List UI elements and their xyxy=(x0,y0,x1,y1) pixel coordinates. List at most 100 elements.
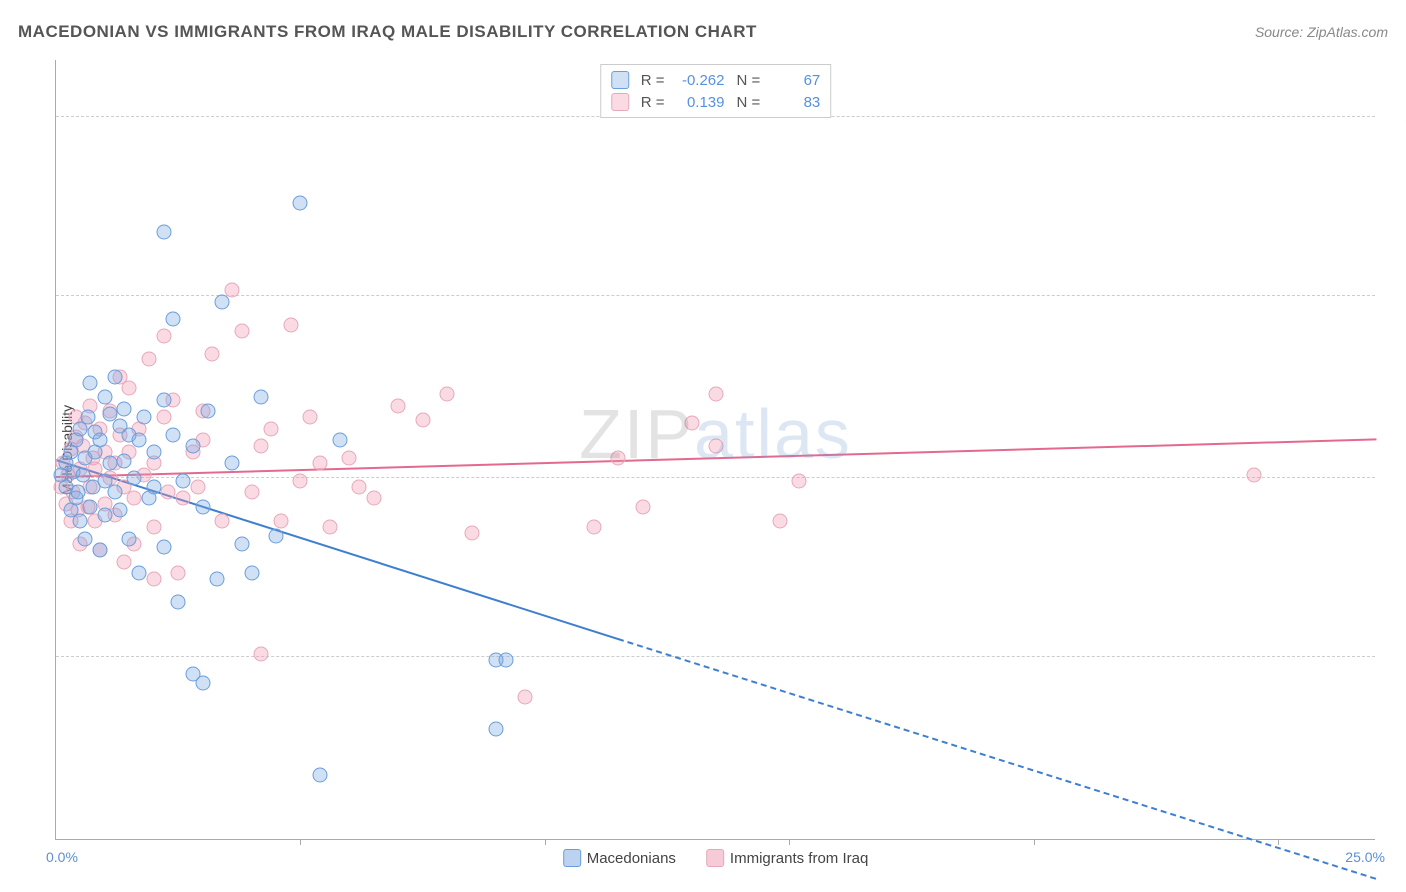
data-point xyxy=(117,554,132,569)
data-point xyxy=(161,485,176,500)
data-point xyxy=(322,520,337,535)
r-value-0: -0.262 xyxy=(673,72,725,89)
data-point xyxy=(792,473,807,488)
x-tick-label-min: 0.0% xyxy=(46,849,78,865)
data-point xyxy=(97,390,112,405)
data-point xyxy=(611,450,626,465)
trend-line xyxy=(56,459,619,640)
swatch-series-0 xyxy=(611,71,629,89)
data-point xyxy=(244,566,259,581)
data-point xyxy=(156,540,171,555)
correlation-legend: R = -0.262 N = 67 R = 0.139 N = 83 xyxy=(600,64,832,118)
data-point xyxy=(200,404,215,419)
r-value-1: 0.139 xyxy=(673,94,725,111)
data-point xyxy=(440,387,455,402)
data-point xyxy=(342,450,357,465)
data-point xyxy=(205,346,220,361)
data-point xyxy=(156,392,171,407)
data-point xyxy=(107,369,122,384)
watermark-atlas: atlas xyxy=(694,395,852,473)
data-point xyxy=(107,485,122,500)
data-point xyxy=(464,525,479,540)
data-point xyxy=(254,439,269,454)
x-tick xyxy=(1278,839,1279,845)
data-point xyxy=(171,595,186,610)
data-point xyxy=(83,499,98,514)
data-point xyxy=(709,439,724,454)
data-point xyxy=(97,508,112,523)
swatch-bottom-1 xyxy=(706,849,724,867)
data-point xyxy=(264,421,279,436)
x-tick-label-max: 25.0% xyxy=(1345,849,1385,865)
data-point xyxy=(93,543,108,558)
data-point xyxy=(415,413,430,428)
data-point xyxy=(254,390,269,405)
data-point xyxy=(156,225,171,240)
series-legend: Macedonians Immigrants from Iraq xyxy=(563,849,869,867)
data-point xyxy=(254,647,269,662)
data-point xyxy=(391,398,406,413)
scatter-plot: ZIPatlas R = -0.262 N = 67 R = 0.139 N =… xyxy=(55,60,1375,840)
data-point xyxy=(80,410,95,425)
r-label: R = xyxy=(641,94,665,111)
data-point xyxy=(1246,468,1261,483)
data-point xyxy=(234,323,249,338)
data-point xyxy=(684,416,699,431)
y-tick-label: 6.3% xyxy=(1385,649,1406,665)
legend-label-0: Macedonians xyxy=(587,850,676,867)
data-point xyxy=(102,456,117,471)
legend-item-1: Immigrants from Iraq xyxy=(706,849,868,867)
data-point xyxy=(244,485,259,500)
data-point xyxy=(166,312,181,327)
data-point xyxy=(498,652,513,667)
data-point xyxy=(171,566,186,581)
data-point xyxy=(293,196,308,211)
y-tick-label: 12.5% xyxy=(1385,470,1406,486)
data-point xyxy=(586,520,601,535)
data-point xyxy=(332,433,347,448)
data-point xyxy=(176,491,191,506)
data-point xyxy=(122,531,137,546)
x-tick xyxy=(1034,839,1035,845)
data-point xyxy=(73,514,88,529)
data-point xyxy=(215,514,230,529)
data-point xyxy=(190,479,205,494)
data-point xyxy=(146,479,161,494)
n-label: N = xyxy=(737,94,761,111)
legend-item-0: Macedonians xyxy=(563,849,676,867)
x-tick xyxy=(300,839,301,845)
n-label: N = xyxy=(737,72,761,89)
data-point xyxy=(269,528,284,543)
data-point xyxy=(156,410,171,425)
data-point xyxy=(71,485,86,500)
data-point xyxy=(210,572,225,587)
data-point xyxy=(146,444,161,459)
data-point xyxy=(215,294,230,309)
data-point xyxy=(176,473,191,488)
data-point xyxy=(195,676,210,691)
n-value-1: 83 xyxy=(768,94,820,111)
legend-label-1: Immigrants from Iraq xyxy=(730,850,868,867)
data-point xyxy=(146,572,161,587)
data-point xyxy=(273,514,288,529)
data-point xyxy=(137,410,152,425)
r-label: R = xyxy=(641,72,665,89)
data-point xyxy=(518,690,533,705)
y-tick-label: 18.8% xyxy=(1385,288,1406,304)
data-point xyxy=(122,381,137,396)
x-tick xyxy=(789,839,790,845)
n-value-0: 67 xyxy=(768,72,820,89)
source-attribution: Source: ZipAtlas.com xyxy=(1255,24,1388,40)
data-point xyxy=(156,329,171,344)
data-point xyxy=(127,470,142,485)
chart-title: MACEDONIAN VS IMMIGRANTS FROM IRAQ MALE … xyxy=(18,22,757,42)
swatch-bottom-0 xyxy=(563,849,581,867)
trend-line-extrapolated xyxy=(618,638,1376,880)
data-point xyxy=(117,453,132,468)
legend-row-series-1: R = 0.139 N = 83 xyxy=(611,91,821,113)
data-point xyxy=(303,410,318,425)
data-point xyxy=(146,520,161,535)
data-point xyxy=(313,456,328,471)
data-point xyxy=(112,502,127,517)
data-point xyxy=(132,566,147,581)
